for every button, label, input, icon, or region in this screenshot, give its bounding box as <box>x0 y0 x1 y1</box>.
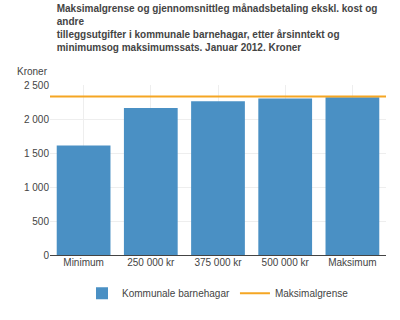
svg-text:1 000: 1 000 <box>24 182 49 193</box>
svg-text:500: 500 <box>32 216 49 227</box>
svg-text:Maksimalgrense og gjennomsnitt: Maksimalgrense og gjennomsnittleg månads… <box>57 3 378 53</box>
svg-text:0: 0 <box>43 250 49 261</box>
svg-text:Minimum: Minimum <box>63 257 104 268</box>
svg-text:Kommunale barnehagar: Kommunale barnehagar <box>122 288 230 299</box>
svg-text:2 500: 2 500 <box>24 80 49 91</box>
svg-text:Maksimalgrense: Maksimalgrense <box>275 288 348 299</box>
svg-text:Kroner: Kroner <box>17 66 48 77</box>
svg-text:250 000 kr: 250 000 kr <box>127 257 175 268</box>
svg-text:1 500: 1 500 <box>24 148 49 159</box>
svg-text:Maksimum: Maksimum <box>328 257 376 268</box>
svg-text:375 000 kr: 375 000 kr <box>194 257 242 268</box>
svg-text:500 000 kr: 500 000 kr <box>262 257 310 268</box>
svg-text:2 000: 2 000 <box>24 114 49 125</box>
